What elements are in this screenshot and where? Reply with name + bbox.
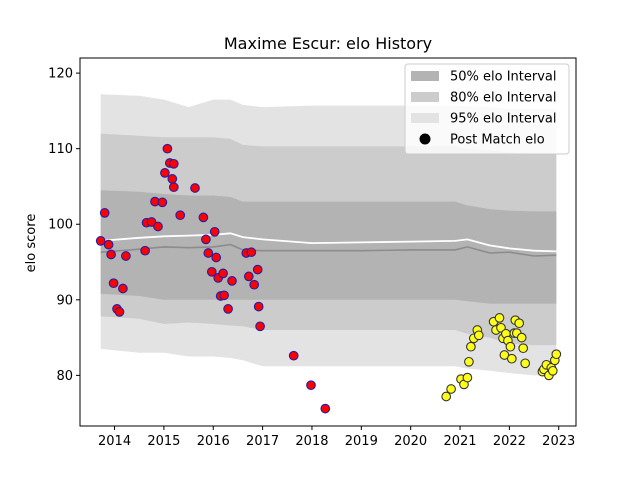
series_a-point [168, 182, 179, 193]
series_a-point [190, 183, 200, 193]
series_a-point [306, 380, 316, 391]
x-tick-label: 2018 [295, 434, 328, 449]
x-tick-label: 2019 [345, 434, 378, 449]
legend-label: Post Match elo [450, 133, 545, 148]
legend-label: 95% elo Interval [450, 112, 557, 127]
mean-line [100, 232, 557, 253]
series_a-point [121, 251, 131, 261]
series_a-point [253, 301, 264, 312]
y-tick-label: 80 [56, 369, 73, 384]
y-tick-label: 120 [48, 67, 73, 82]
series_b-point [441, 391, 452, 402]
legend-swatch-band-95 [411, 113, 439, 123]
series_a-point [246, 247, 257, 258]
series_a-point [223, 304, 233, 314]
series_b-point [464, 356, 474, 367]
chart-title: Maxime Escur: elo History [224, 34, 432, 53]
series_a-point [206, 266, 217, 277]
series_a-point [168, 158, 179, 169]
x-tick-label: 2021 [443, 434, 476, 449]
y-tick-label: 100 [48, 218, 73, 233]
series_a-point [108, 278, 119, 289]
legend-label: 50% elo Interval [450, 70, 557, 85]
series_a-point [140, 245, 150, 256]
series_b-point [516, 332, 527, 343]
series_a-point [114, 307, 125, 317]
series_a-point [201, 234, 211, 245]
y-tick-label: 90 [56, 293, 73, 308]
series_a-point [167, 174, 178, 184]
series_a-point [320, 403, 331, 414]
series_a-point [209, 226, 220, 237]
median-line [100, 243, 557, 257]
series_a-point [153, 221, 163, 232]
interval-bands [100, 94, 557, 376]
legend-label: 80% elo Interval [450, 91, 557, 106]
post-match-points [95, 143, 562, 414]
series_b-point [514, 318, 525, 329]
series_a-point [203, 248, 214, 258]
interval-lines [100, 232, 557, 257]
x-tick-label: 2015 [147, 434, 180, 449]
series_b-point [462, 372, 473, 383]
legend-swatch-band-80 [411, 92, 439, 102]
series_a-point [255, 321, 265, 332]
y-tick-label: 110 [48, 142, 73, 157]
series_a-point [157, 197, 168, 208]
x-tick-label: 2014 [98, 434, 131, 449]
series_b-point [446, 384, 456, 394]
series_a-point [103, 239, 114, 250]
legend-swatch-band-50 [411, 71, 439, 81]
series_b-point [551, 349, 562, 360]
axes: 2014 2015 2016 2017 2018 2019 2020 2021 2022 2023… [48, 57, 577, 449]
series_b-point [466, 341, 476, 352]
plot-frame [79, 57, 577, 427]
x-tick-label: 2017 [246, 434, 279, 449]
series_a-point [118, 283, 128, 294]
series_a-point [175, 210, 186, 221]
series_b-point [520, 358, 531, 369]
x-tick-label: 2022 [493, 434, 526, 449]
series_a-point [252, 264, 263, 275]
x-tick-label: 2023 [542, 434, 575, 449]
series_a-point [95, 236, 106, 246]
series_b-point [518, 343, 529, 354]
series_b-point [506, 353, 517, 364]
legend-marker-icon [419, 133, 431, 145]
x-tick-label: 2020 [394, 434, 427, 449]
series_b-point [505, 341, 516, 352]
series_a-point [198, 212, 209, 223]
series_a-point [162, 143, 173, 154]
y-axis-title: elo score [24, 214, 39, 273]
series_a-point [218, 268, 228, 279]
series_a-point [160, 168, 170, 178]
series_a-point [211, 252, 222, 263]
series_a-point [249, 279, 260, 290]
series_b-point [473, 330, 484, 341]
series_a-point [227, 276, 237, 286]
series_a-point [99, 208, 110, 218]
series_b-point [547, 365, 558, 376]
x-tick-label: 2016 [197, 434, 230, 449]
legend-box [404, 63, 570, 155]
series_a-point [106, 249, 116, 260]
series_a-point [243, 271, 254, 282]
series_a-point [146, 217, 157, 227]
legend: 50% elo Interval 80% elo Interval 95% elo … [404, 63, 570, 155]
series_a-point [219, 290, 229, 301]
series_b-point [494, 313, 505, 323]
series_a-point [288, 350, 299, 361]
